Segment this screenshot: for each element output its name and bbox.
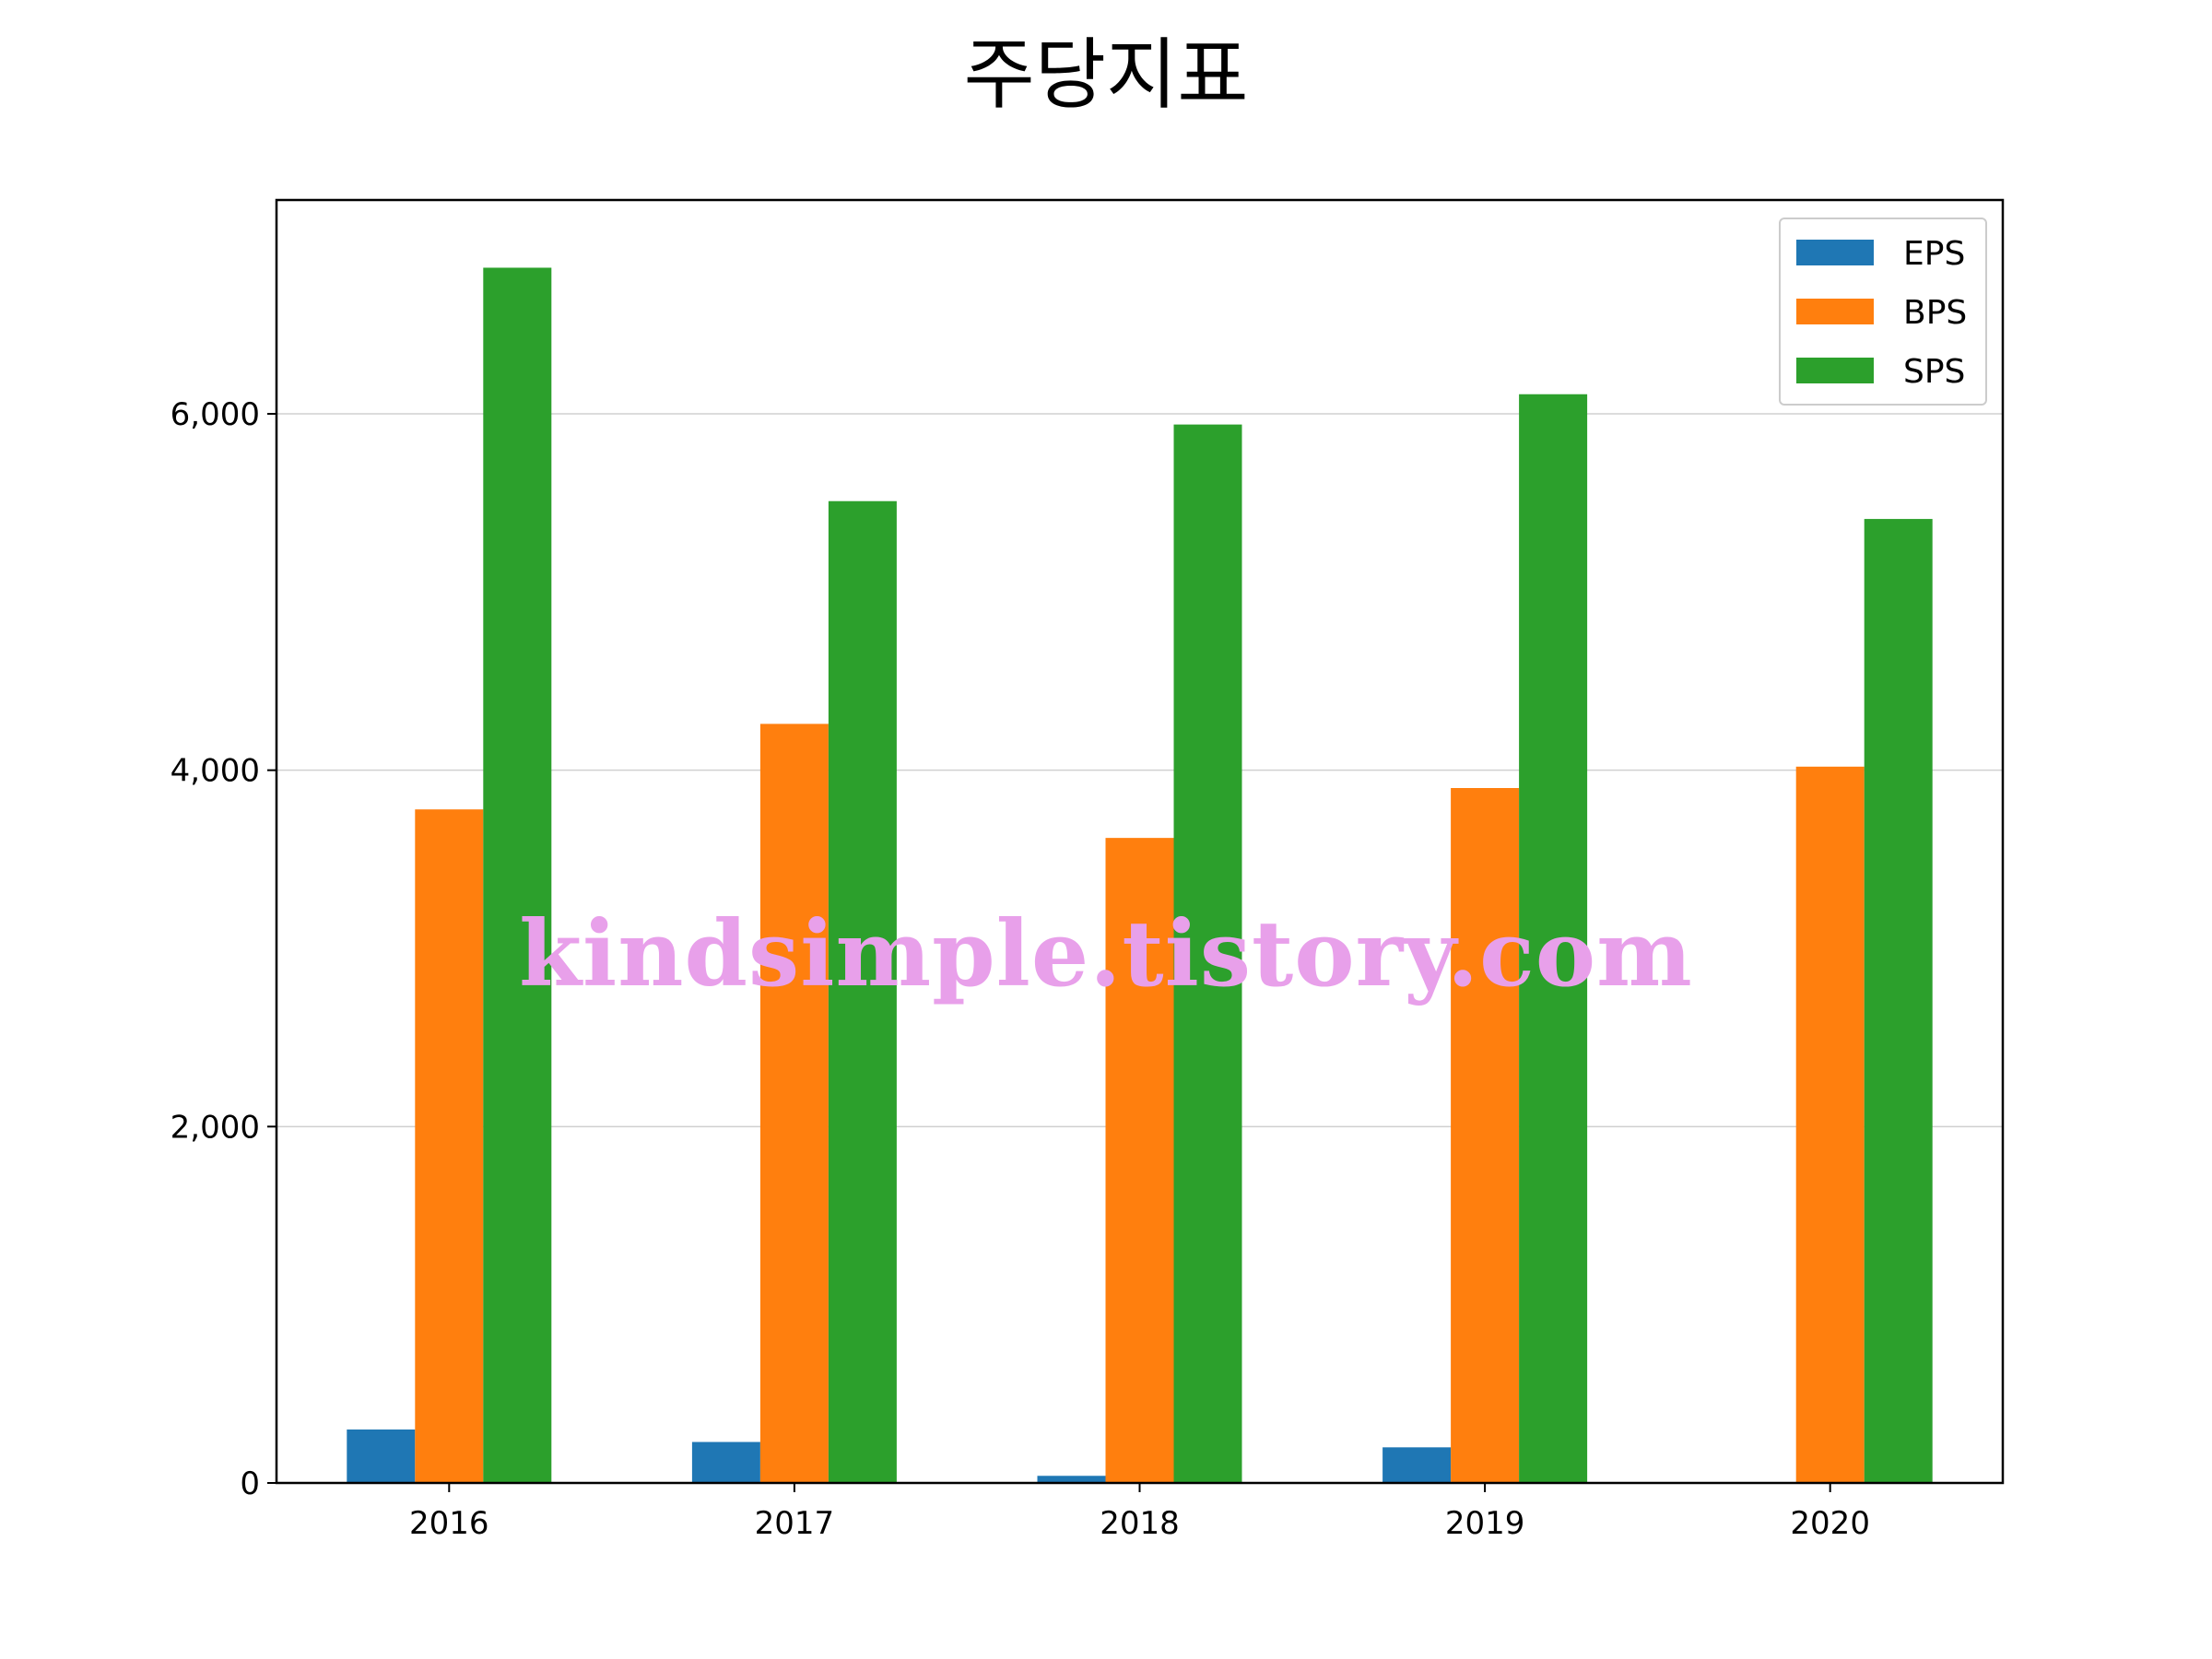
bar-eps-2019 bbox=[1382, 1447, 1452, 1483]
y-tick-label: 2,000 bbox=[171, 1109, 260, 1146]
legend-label-sps: SPS bbox=[1903, 353, 1965, 391]
legend-swatch-sps bbox=[1796, 358, 1874, 383]
bar-bps-2019 bbox=[1451, 788, 1520, 1483]
x-tick-label: 2020 bbox=[1790, 1505, 1870, 1542]
bar-sps-2019 bbox=[1519, 394, 1588, 1483]
x-tick-label: 2017 bbox=[755, 1505, 835, 1542]
bar-bps-2020 bbox=[1795, 766, 1865, 1483]
legend-swatch-bps bbox=[1796, 299, 1874, 324]
bar-eps-2018 bbox=[1037, 1476, 1106, 1483]
bar-sps-2016 bbox=[483, 267, 552, 1483]
legend-label-eps: EPS bbox=[1903, 235, 1965, 273]
y-tick-label: 6,000 bbox=[171, 396, 260, 433]
bar-sps-2020 bbox=[1864, 519, 1933, 1483]
x-tick-label: 2018 bbox=[1100, 1505, 1180, 1542]
bar-sps-2018 bbox=[1173, 424, 1242, 1484]
bar-eps-2017 bbox=[691, 1441, 760, 1483]
bar-bps-2018 bbox=[1105, 838, 1174, 1483]
legend-label-bps: BPS bbox=[1903, 294, 1967, 332]
x-tick-label: 2019 bbox=[1445, 1505, 1525, 1542]
bar-bps-2017 bbox=[759, 724, 829, 1483]
bar-sps-2017 bbox=[828, 500, 897, 1483]
chart-title: 주당지표 bbox=[963, 29, 1249, 120]
y-tick-label: 4,000 bbox=[171, 753, 260, 790]
bar-bps-2016 bbox=[415, 809, 484, 1483]
x-tick-label: 2016 bbox=[409, 1505, 489, 1542]
legend-swatch-eps bbox=[1796, 240, 1874, 265]
bar-eps-2016 bbox=[347, 1430, 416, 1483]
y-tick-label: 0 bbox=[240, 1465, 260, 1502]
